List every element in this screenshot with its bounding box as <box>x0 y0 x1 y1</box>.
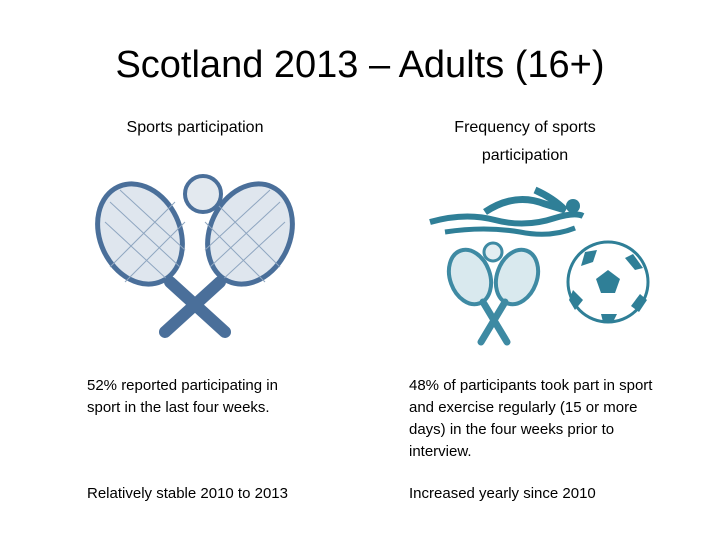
left-finding: 52% reported participating in sport in t… <box>87 377 278 416</box>
slide-title: Scotland 2013 – Adults (16+) <box>115 44 605 86</box>
right-finding: 48% of participants took part in sport a… <box>409 377 653 460</box>
right-heading: Frequency of sports participation <box>454 119 596 164</box>
right-trend: Increased yearly since 2010 <box>409 485 596 502</box>
left-trend: Relatively stable 2010 to 2013 <box>87 485 288 502</box>
sports-illustration <box>429 186 650 346</box>
left-heading: Sports participation <box>126 119 264 136</box>
tennis-illustration <box>95 174 295 338</box>
